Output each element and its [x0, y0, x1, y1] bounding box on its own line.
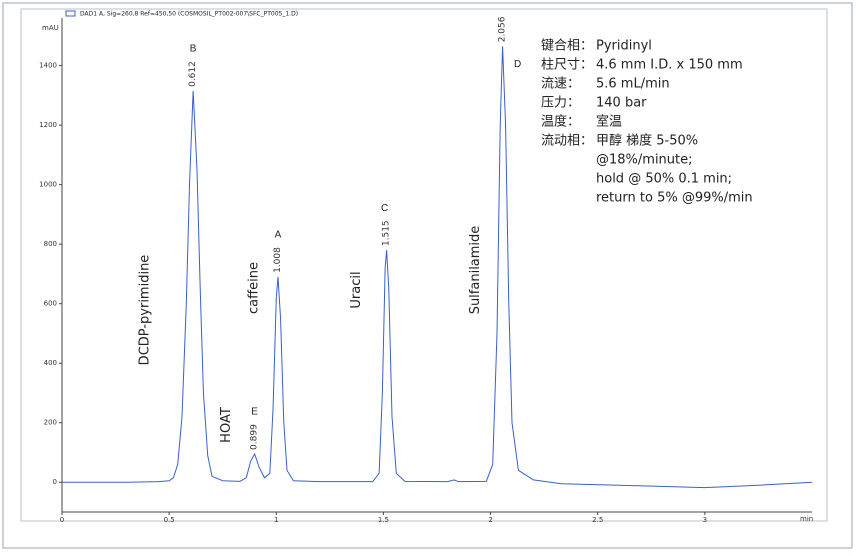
condition-label: 压力：	[541, 96, 580, 111]
y-tick-label: 1400	[39, 62, 57, 70]
condition-value: 5.6 mL/min	[596, 77, 670, 92]
condition-value: return to 5% @99%/min	[596, 191, 753, 206]
peak-letter: B	[190, 44, 197, 55]
peak-letter: C	[381, 203, 388, 214]
retention-time: 0.612	[188, 61, 198, 87]
y-tick-label: 400	[44, 359, 57, 367]
condition-label: 流动相：	[541, 134, 593, 149]
y-tick-label: 600	[44, 300, 57, 308]
condition-label: 柱尺寸：	[541, 58, 593, 73]
inner-frame	[20, 8, 828, 522]
compound-name: caffeine	[247, 262, 262, 314]
signal-line	[62, 46, 813, 489]
compound-name: Uracil	[349, 271, 364, 308]
y-tick-label: 1200	[39, 121, 57, 129]
x-tick-label: 1.5	[378, 516, 389, 524]
x-tick-label: 1	[274, 516, 278, 524]
retention-time: 0.899	[250, 424, 260, 450]
y-tick-label: 200	[44, 419, 57, 427]
condition-label: 流速：	[541, 77, 580, 92]
retention-time: 2.056	[498, 16, 508, 42]
peak-letter: E	[251, 407, 258, 418]
y-tick-label: 1000	[39, 181, 57, 189]
condition-label: 温度：	[541, 114, 580, 130]
legend-swatch	[65, 10, 76, 17]
condition-value: 室温	[596, 114, 622, 130]
compound-name: HOAT	[219, 407, 234, 443]
compound-name: DCDP-pyrimidine	[138, 255, 153, 366]
retention-time: 1.515	[382, 220, 392, 246]
x-tick-label: 0.5	[164, 516, 175, 524]
x-tick-label: 2.5	[592, 516, 603, 524]
x-tick-label: 3	[703, 516, 707, 524]
condition-value: @18%/minute;	[596, 153, 693, 168]
x-tick-label: 2	[488, 516, 492, 524]
outer-frame	[2, 2, 853, 549]
condition-label: 键合相：	[541, 39, 593, 54]
x-tick-label: 0	[60, 516, 64, 524]
condition-value: Pyridinyl	[596, 39, 652, 54]
condition-value: 甲醇 梯度 5-50%	[596, 133, 698, 149]
retention-time: 1.008	[273, 247, 283, 273]
condition-value: 4.6 mm I.D. x 150 mm	[596, 58, 743, 73]
peak-letter: D	[514, 59, 521, 70]
y-tick-label: 0	[53, 478, 57, 486]
y-unit: mAU	[42, 24, 59, 32]
x-unit: min	[800, 515, 813, 523]
peak-letter: A	[275, 230, 282, 241]
condition-value: 140 bar	[596, 96, 647, 111]
y-tick-label: 800	[44, 240, 57, 248]
condition-value: hold @ 50% 0.1 min;	[596, 172, 732, 187]
legend-text: DAD1 A, Sig=260,8 Ref=450,50 (COSMOSIL_P…	[80, 11, 298, 18]
compound-name: Sulfanilamide	[468, 226, 483, 315]
